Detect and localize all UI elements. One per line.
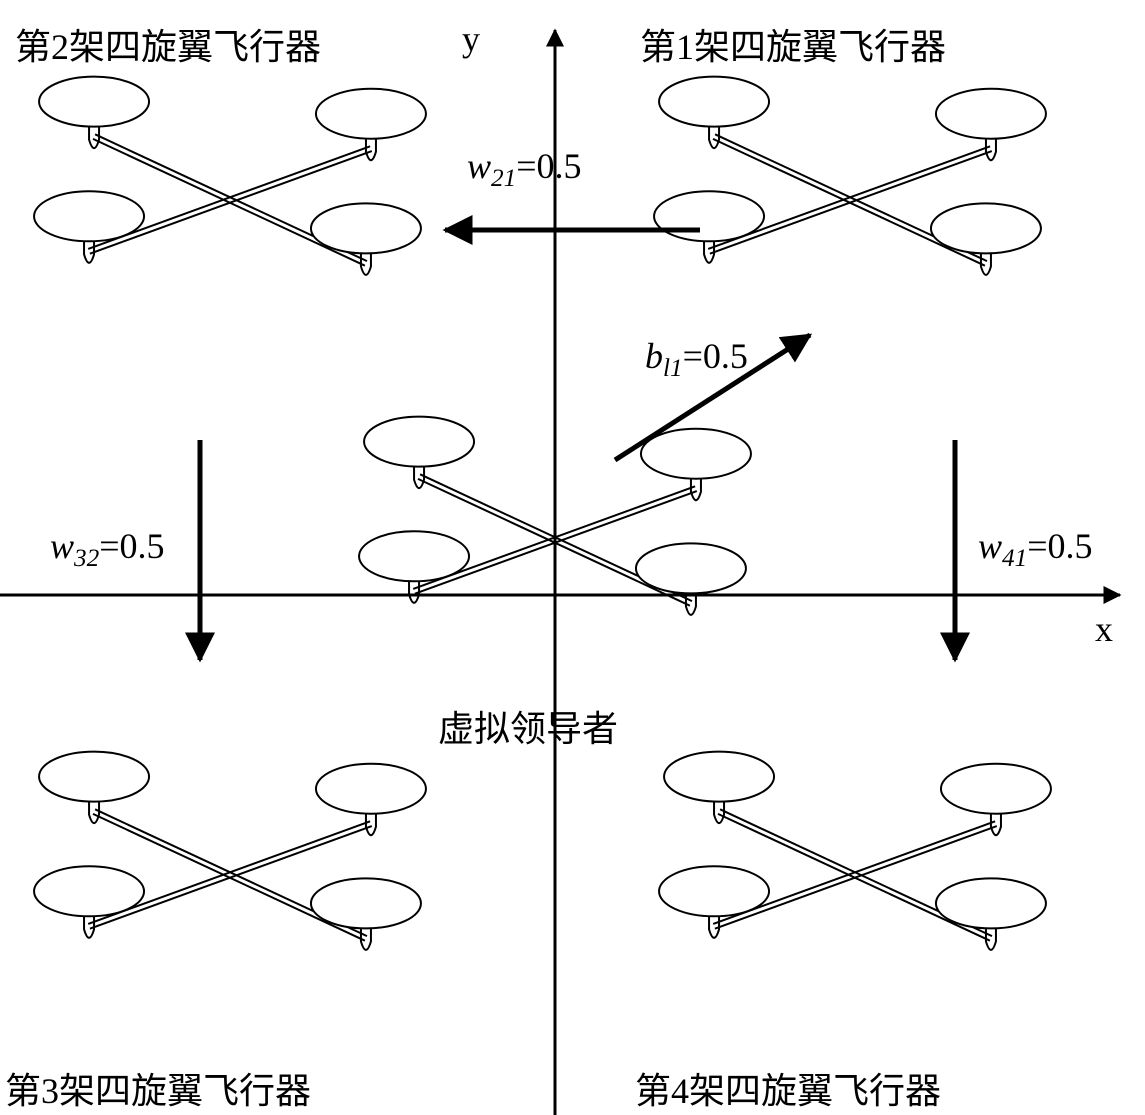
quadcopter-icon	[34, 77, 426, 275]
label-leader: 虚拟领导者	[438, 700, 618, 752]
label-quad-2: 第2架四旋翼飞行器	[15, 18, 321, 70]
x-axis-label: x	[1095, 608, 1113, 650]
label-w32: w32=0.5	[50, 525, 165, 573]
quadcopter-icon	[34, 752, 426, 950]
y-axis-label: y	[462, 18, 480, 60]
label-bl1: bl1=0.5	[645, 335, 748, 383]
label-quad-1: 第1架四旋翼飞行器	[640, 18, 946, 70]
label-quad-3: 第3架四旋翼飞行器	[5, 1062, 311, 1114]
quadcopter-icon	[654, 77, 1046, 275]
label-w21: w21=0.5	[467, 145, 582, 193]
label-w41: w41=0.5	[978, 525, 1093, 573]
label-quad-4: 第4架四旋翼飞行器	[635, 1062, 941, 1114]
quadcopter-icon	[659, 752, 1051, 950]
